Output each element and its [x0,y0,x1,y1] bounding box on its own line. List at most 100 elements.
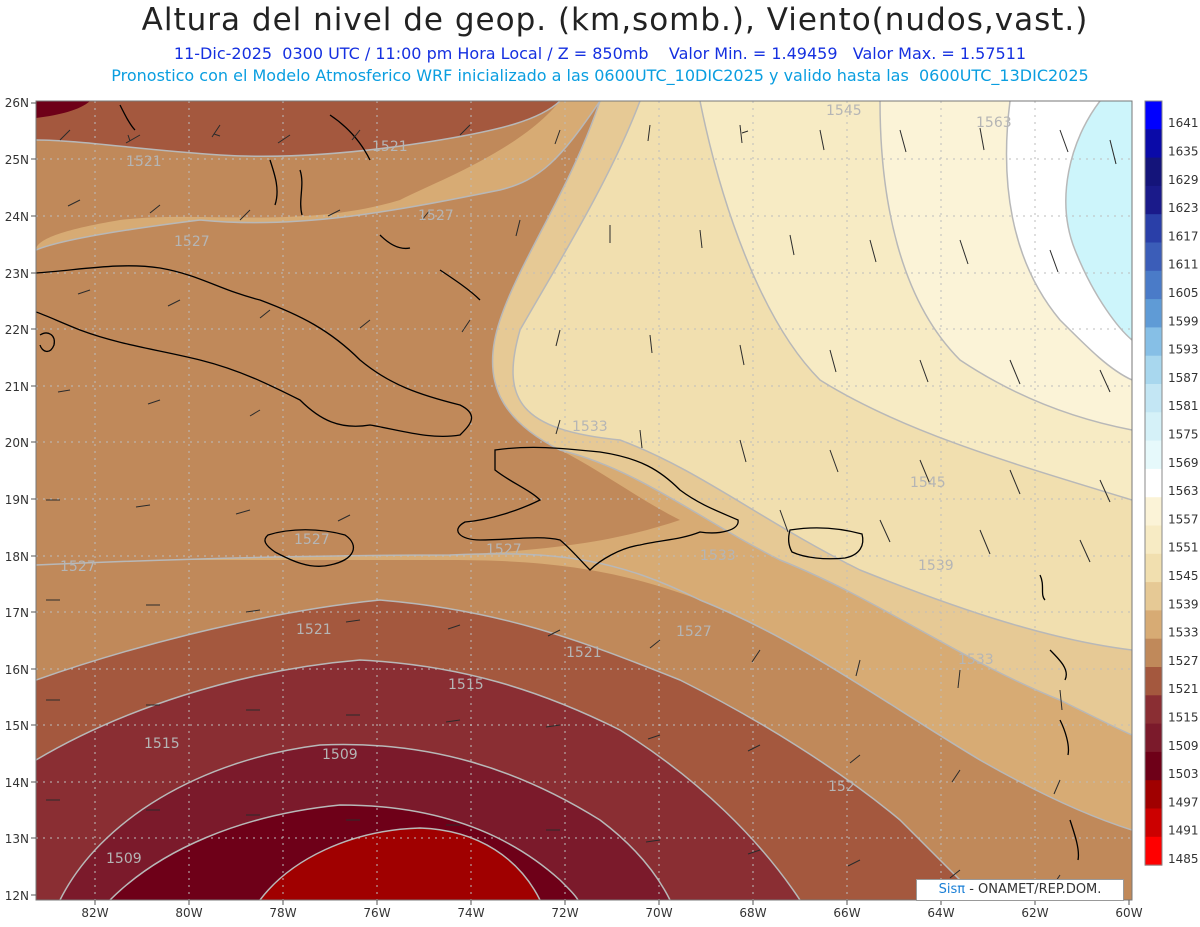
contour-label: 1509 [322,747,358,763]
puerto-rico-coast [788,527,864,560]
band-1509-corner [36,101,90,118]
colorbar-swatch [1145,497,1162,526]
colorbar-swatch [1145,185,1162,215]
colorbar-label: 1611 [1168,258,1199,272]
lon-label: 70W [645,906,672,920]
contour-label: 1527 [676,624,712,640]
lat-ticks [31,102,36,896]
lat-label: 26N [5,96,29,110]
cuba-coast [36,265,473,438]
colorbar-label: 1503 [1168,767,1199,781]
geopotential-shading: 1545 1563 1521 1521 1527 1527 1533 1545 … [36,101,1132,900]
colorbar-label: 1515 [1168,710,1199,724]
contour-label: 1527 [174,234,210,250]
colorbar-swatch [1145,270,1162,300]
colorbar-label: 1587 [1168,371,1199,385]
lon-label: 78W [269,906,296,920]
lat-label: 25N [5,153,29,167]
colorbar-swatch [1145,610,1162,640]
colorbar-label: 1605 [1168,286,1199,300]
lat-label: 16N [5,663,29,677]
credit-box: Sisπ - ONAMET/REP.DOM. [916,879,1124,901]
colorbar-label: 1575 [1168,427,1199,441]
colorbar-swatch [1145,582,1162,611]
colorbar-swatch [1145,214,1162,243]
colorbar-label: 1617 [1168,229,1199,243]
contour-label: 1539 [918,558,954,574]
contour-lines [36,101,1132,900]
colorbar-label: 1509 [1168,739,1199,753]
lon-label: 60W [1115,906,1142,920]
coastlines [36,104,1080,861]
colorbar-label: 1521 [1168,682,1199,696]
colorbar-label: 1569 [1168,456,1199,470]
lat-label: 12N [5,889,29,903]
jamaica-coast [264,529,355,567]
colorbar-swatch [1145,384,1162,413]
lon-label: 62W [1021,906,1048,920]
colorbar-swatch [1145,808,1162,838]
colorbar-swatch [1145,525,1162,555]
contour-label: 1521 [372,139,408,155]
contour-label: 1545 [826,103,862,119]
colorbar-swatch [1145,468,1162,498]
lon-label: 76W [363,906,390,920]
longitude-axis: 82W 80W 78W 76W 74W 72W 70W 68W 66W 64W … [81,906,1142,920]
colorbar-label: 1623 [1168,201,1199,215]
lat-label: 15N [5,719,29,733]
colorbar-label: 1599 [1168,314,1199,328]
contour-label: 1533 [700,548,736,564]
colorbar-swatch [1145,440,1162,470]
lat-label: 21N [5,380,29,394]
contour-label: 1509 [106,851,142,867]
lon-label: 80W [175,906,202,920]
model-info-subtitle: Pronostico con el Modelo Atmosferico WRF… [111,66,1089,85]
contour-label: 1545 [910,475,946,491]
colorbar: 1641 1635 1629 1623 1617 1611 1605 1599 1593 1587… [1144,100,1199,866]
credit-brand: Sisπ [938,882,966,897]
contour-label: 1527 [418,208,454,224]
band-1497 [260,828,540,900]
map-title: Altura del nivel de geop. (km,somb.), Vi… [141,2,1089,38]
colorbar-label: 1557 [1168,512,1199,526]
lon-label: 68W [739,906,766,920]
contour-label: 1521 [566,645,602,661]
colorbar-swatch [1145,553,1162,583]
colorbar-swatch [1145,157,1162,187]
contour-label: 1527 [60,559,96,575]
colorbar-swatch [1145,327,1162,357]
colorbar-swatch [1145,667,1162,696]
colorbar-swatch [1145,355,1162,385]
colorbar-swatch [1145,299,1162,328]
colorbar-swatch [1145,723,1162,753]
colorbar-label: 1527 [1168,654,1199,668]
colorbar-label: 1635 [1168,144,1199,158]
lon-label: 74W [457,906,484,920]
wind-barbs [46,124,1117,888]
colorbar-swatch [1145,751,1162,781]
lat-label: 22N [5,323,29,337]
contour-label: 1527 [486,542,522,558]
lon-label: 82W [81,906,108,920]
contour-label: 1515 [448,677,484,693]
colorbar-label: 1533 [1168,626,1199,640]
colorbar-label: 1563 [1168,484,1199,498]
colorbar-swatch [1145,638,1162,668]
map-frame [35,100,1133,901]
colorbar-frame [1144,100,1163,866]
latitude-axis: 26N 25N 24N 23N 22N 21N 20N 19N 18N 17N … [5,96,29,903]
band-1527-core [36,101,680,565]
lat-label: 13N [5,832,29,846]
colorbar-label: 1629 [1168,173,1199,187]
colorbar-label: 1593 [1168,343,1199,357]
colorbar-label: 1539 [1168,597,1199,611]
contour-label: 1533 [958,652,994,668]
lon-ticks [94,900,1130,905]
contour-label: 1521 [126,154,162,170]
colorbar-label: 1485 [1168,852,1199,866]
lat-label: 24N [5,210,29,224]
lat-label: 18N [5,550,29,564]
hispaniola-coast [457,446,739,571]
contour-label: 1533 [572,419,608,435]
